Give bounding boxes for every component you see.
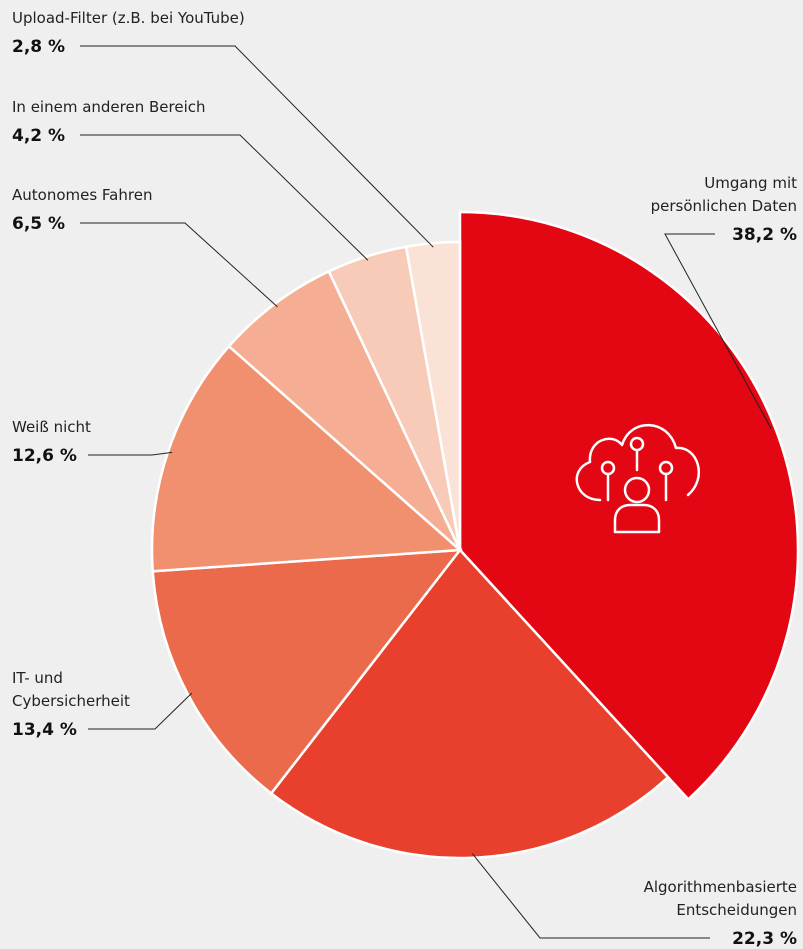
slice xyxy=(151,548,463,796)
value-label: 12,6 % xyxy=(12,446,77,466)
value-label: 22,3 % xyxy=(732,929,797,949)
icon-head xyxy=(623,476,651,504)
slice-label: Upload-Filter (z.B. bei YouTube) xyxy=(12,9,245,27)
icon-cloud xyxy=(575,423,700,502)
slice-label: In einem anderen Bereich xyxy=(12,98,206,116)
slice xyxy=(269,548,670,860)
value-label: 4,2 % xyxy=(12,126,65,146)
value-label: 2,8 % xyxy=(12,37,65,57)
value-label: 13,4 % xyxy=(12,720,77,740)
icon-body xyxy=(613,503,661,534)
leader-line xyxy=(664,233,772,430)
value-label: 6,5 % xyxy=(12,214,65,234)
leader-line xyxy=(88,451,173,456)
labels: Umgang mit persönlichen Daten 38,2 % Algori… xyxy=(12,9,797,949)
slice-label: Algorithmenbasierte Entscheidungen xyxy=(644,878,797,919)
icon xyxy=(575,423,700,534)
leader-line xyxy=(80,45,434,248)
slice xyxy=(150,344,464,573)
slice xyxy=(227,269,462,551)
value-label: 38,2 % xyxy=(732,225,797,245)
leader-line xyxy=(472,853,710,939)
slice-label: Umgang mit persönlichen Daten xyxy=(651,174,797,215)
slice xyxy=(404,240,462,551)
slice-label: IT- und Cybersicherheit xyxy=(12,669,130,710)
slice-label: Weiß nicht xyxy=(12,418,91,436)
leader-line xyxy=(80,222,278,308)
slices xyxy=(150,210,800,860)
leader-line xyxy=(80,134,369,261)
leader-line xyxy=(88,692,193,730)
slice-label: Autonomes Fahren xyxy=(12,186,152,204)
